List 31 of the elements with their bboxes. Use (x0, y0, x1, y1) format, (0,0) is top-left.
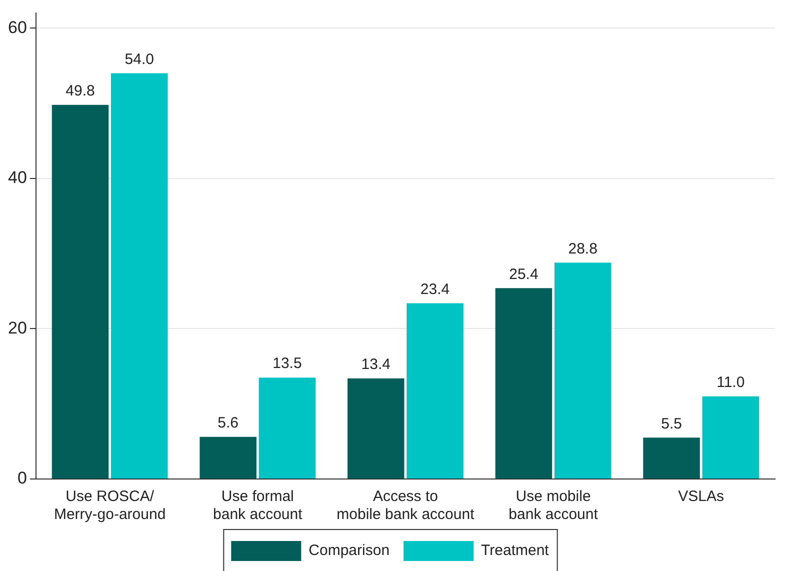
x-tick-label: VSLAs (678, 488, 724, 506)
bar (406, 303, 464, 478)
y-tick-label: 40 (8, 168, 27, 188)
data-label: 5.5 (661, 415, 682, 432)
bar (495, 288, 552, 478)
bar (348, 378, 404, 478)
data-label: 28.8 (568, 240, 598, 258)
x-tick-label: Use formal bank account (213, 488, 304, 524)
bar (258, 378, 316, 478)
data-label: 49.8 (66, 82, 95, 100)
data-label: 13.5 (272, 355, 302, 372)
y-tick-label: 0 (17, 468, 27, 488)
y-tick-label: 60 (8, 18, 27, 37)
bar (200, 436, 256, 478)
x-tick-label: Use ROSCA/ Merry-go-around (54, 488, 166, 524)
data-label: 5.6 (218, 414, 238, 432)
bar (702, 396, 760, 478)
legend-label: Treatment (481, 542, 550, 560)
bar (52, 104, 109, 478)
data-label: 23.4 (420, 280, 450, 298)
data-label: 13.4 (361, 356, 390, 373)
data-label: 54.0 (124, 50, 154, 68)
bar (111, 73, 168, 478)
data-label: 11.0 (716, 374, 745, 391)
x-tick-label: Use mobile bank account (508, 488, 599, 524)
y-tick-label: 20 (8, 318, 27, 338)
bar (554, 262, 612, 478)
legend-label: Comparison (308, 542, 390, 560)
x-tick-label: Access to mobile bank account (336, 488, 476, 524)
bar (643, 438, 700, 478)
data-label: 25.4 (509, 266, 538, 283)
